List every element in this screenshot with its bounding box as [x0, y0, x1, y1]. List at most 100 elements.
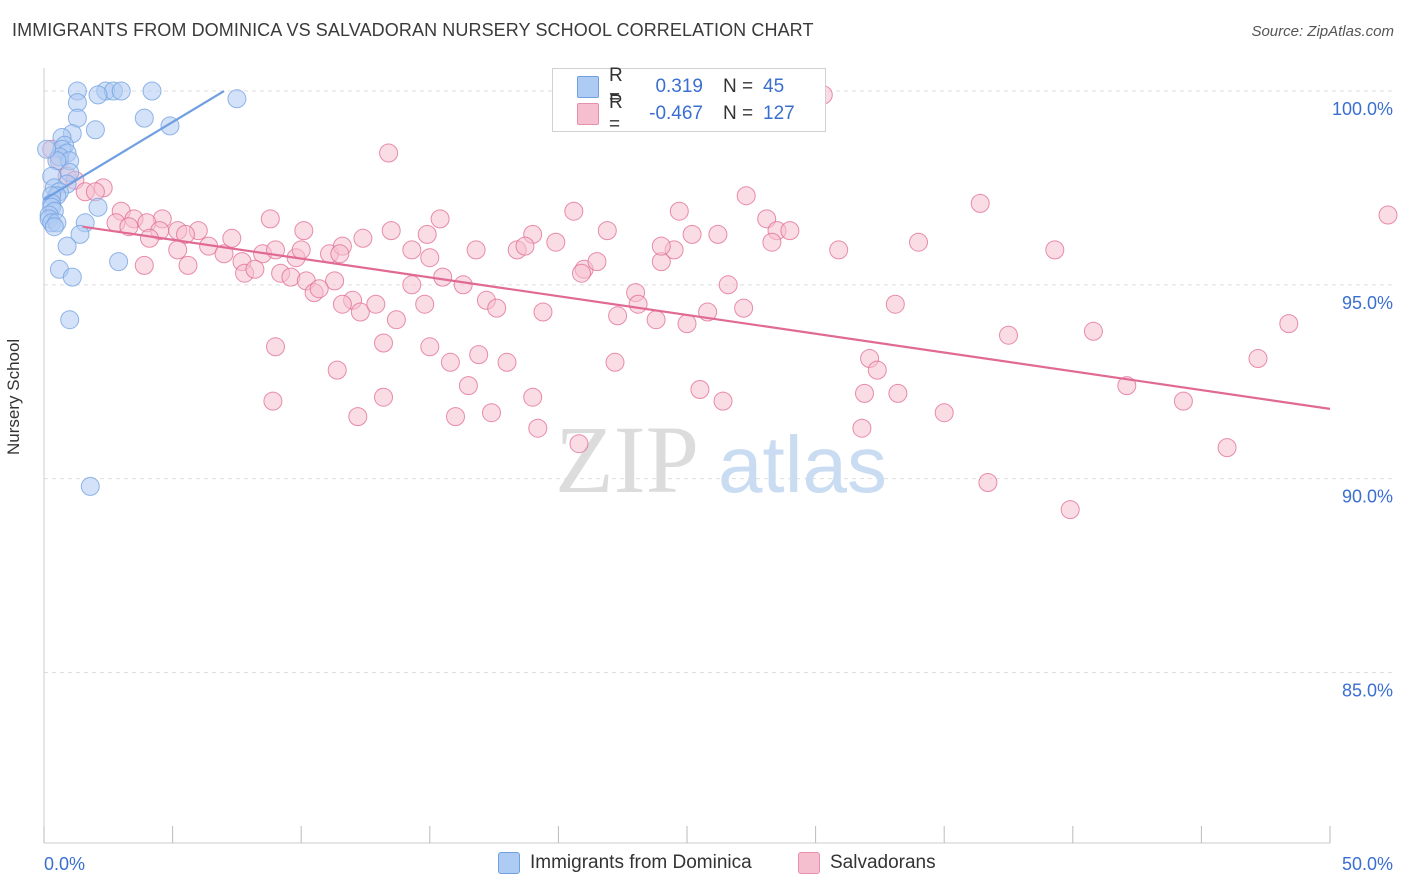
salvadoran-point	[402, 240, 422, 260]
dominica-point	[134, 108, 154, 128]
dominica-point	[57, 236, 77, 256]
dominica-point	[37, 139, 57, 159]
salvadoran-point	[1083, 321, 1103, 341]
dominica-point	[142, 81, 162, 101]
legend-r-value: -0.467	[649, 103, 703, 124]
legend-r-value: 0.319	[655, 76, 703, 97]
legend-swatch-dominica	[577, 76, 599, 98]
salvadoran-point	[381, 221, 401, 241]
salvadoran-point	[970, 193, 990, 213]
salvadoran-point	[736, 186, 756, 206]
y-axis-label: Nursery School	[4, 338, 23, 455]
salvadoran-point	[934, 403, 954, 423]
salvadoran-point	[1217, 438, 1237, 458]
salvadoran-point	[829, 240, 849, 260]
dominica-point	[111, 81, 131, 101]
salvadoran-point	[669, 201, 689, 221]
salvadoran-point	[651, 236, 671, 256]
salvadoran-point	[523, 387, 543, 407]
salvadoran-point	[466, 240, 486, 260]
salvadoran-point	[366, 294, 386, 314]
salvadoran-point	[327, 360, 347, 380]
salvadoran-point	[332, 294, 352, 314]
salvadoran-point	[587, 252, 607, 272]
y-tick-label: 100.0%	[1332, 99, 1393, 119]
dominica-point	[88, 85, 108, 105]
salvadoran-point	[682, 224, 702, 244]
dominica-point	[44, 217, 64, 237]
salvadoran-point	[417, 224, 437, 244]
salvadoran-point	[415, 294, 435, 314]
salvadoran-point	[353, 228, 373, 248]
legend-swatch-salvadorans	[577, 103, 599, 125]
salvadoran-point	[430, 209, 450, 229]
legend-label-salvadorans: Salvadorans	[830, 852, 936, 873]
salvadoran-point	[1173, 391, 1193, 411]
legend-label-dominica: Immigrants from Dominica	[530, 852, 752, 873]
dominica-point	[70, 224, 90, 244]
y-tick-label: 90.0%	[1342, 487, 1393, 507]
salvadoran-point	[1248, 349, 1268, 368]
salvadoran-point	[978, 473, 998, 492]
dominica-point	[109, 252, 129, 272]
salvadoran-point	[515, 236, 535, 256]
chart-title: IMMIGRANTS FROM DOMINICA VS SALVADORAN N…	[12, 20, 814, 40]
series-immigrants-from-dominica	[37, 81, 247, 496]
salvadoran-point	[569, 434, 589, 454]
salvadoran-point	[487, 298, 507, 318]
salvadoran-point	[446, 407, 465, 427]
trend-line-salvadorans	[82, 225, 1331, 410]
salvadoran-point	[718, 275, 738, 295]
salvadoran-point	[885, 294, 905, 314]
salvadoran-point	[867, 360, 887, 380]
salvadoran-point	[572, 263, 591, 283]
salvadoran-point	[263, 391, 283, 411]
salvadoran-point	[855, 383, 874, 403]
salvadoran-point	[245, 259, 265, 279]
salvadoran-point	[119, 217, 139, 237]
legend-swatch-salvadorans	[798, 852, 820, 874]
correlation-legend: R = 0.319 N = 45 R = -0.467 N = 127	[552, 65, 826, 135]
legend-item-salvadorans: Salvadorans	[798, 852, 936, 874]
salvadoran-point	[852, 418, 872, 438]
salvadoran-point	[646, 310, 666, 330]
salvadoran-point	[780, 221, 800, 241]
dominica-point	[60, 310, 80, 330]
salvadoran-point	[1378, 205, 1398, 225]
salvadoran-point	[440, 352, 460, 372]
salvadoran-point	[1045, 240, 1065, 260]
salvadoran-point	[453, 275, 473, 295]
tick-labels: 85.0% 90.0% 95.0% 100.0% 0.0% 50.0%	[44, 99, 1393, 874]
salvadoran-point	[605, 352, 625, 372]
salvadoran-point	[325, 271, 345, 291]
salvadoran-point	[888, 383, 908, 403]
salvadoran-point	[348, 407, 368, 427]
salvadoran-point	[497, 352, 517, 372]
salvadoran-point	[85, 182, 105, 202]
salvadoran-point	[266, 337, 285, 357]
salvadoran-point	[528, 418, 548, 438]
salvadoran-point	[374, 333, 393, 353]
salvadoran-point	[379, 143, 399, 163]
x-tick-label: 50.0%	[1342, 854, 1393, 874]
dominica-point	[88, 197, 108, 217]
dominica-point	[80, 476, 100, 496]
grid-lines	[44, 90, 1392, 673]
watermark: ZIP atlas	[555, 406, 887, 513]
salvadoran-point	[420, 337, 440, 357]
legend-r-label: R =	[609, 65, 623, 108]
salvadoran-point	[469, 345, 489, 365]
salvadoran-point	[458, 376, 478, 396]
legend-n-value: 127	[763, 103, 795, 124]
legend-n-label: N =	[723, 76, 754, 97]
dominica-point	[62, 267, 82, 287]
salvadoran-point	[628, 294, 648, 314]
salvadoran-point	[999, 325, 1018, 345]
x-tick-label: 0.0%	[44, 854, 85, 874]
salvadoran-point	[420, 248, 440, 268]
salvadoran-point	[1060, 500, 1080, 520]
salvadoran-point	[564, 201, 584, 221]
legend-r-label: R =	[609, 92, 623, 135]
salvadoran-point	[608, 306, 628, 326]
